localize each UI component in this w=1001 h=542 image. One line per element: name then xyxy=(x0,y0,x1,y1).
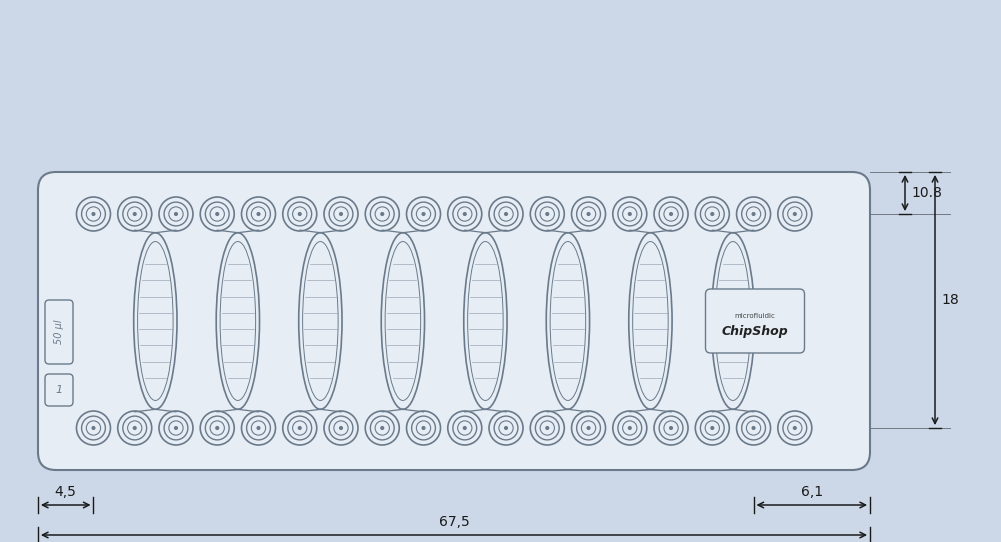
Circle shape xyxy=(257,427,260,429)
Text: microfluidic: microfluidic xyxy=(735,313,776,319)
Circle shape xyxy=(92,212,95,215)
Circle shape xyxy=(711,212,714,215)
Circle shape xyxy=(546,427,549,429)
FancyBboxPatch shape xyxy=(38,172,870,470)
FancyBboxPatch shape xyxy=(45,374,73,406)
Circle shape xyxy=(339,427,342,429)
Circle shape xyxy=(629,212,632,215)
Circle shape xyxy=(133,212,136,215)
FancyBboxPatch shape xyxy=(45,300,73,364)
Circle shape xyxy=(298,212,301,215)
Circle shape xyxy=(505,427,508,429)
Circle shape xyxy=(546,212,549,215)
Circle shape xyxy=(339,212,342,215)
Text: 4,5: 4,5 xyxy=(55,485,77,499)
Circle shape xyxy=(133,427,136,429)
Circle shape xyxy=(422,427,424,429)
Circle shape xyxy=(381,212,383,215)
Circle shape xyxy=(505,212,508,215)
Circle shape xyxy=(174,427,177,429)
Circle shape xyxy=(588,212,590,215)
Circle shape xyxy=(298,427,301,429)
Circle shape xyxy=(629,427,632,429)
Circle shape xyxy=(463,212,466,215)
Circle shape xyxy=(670,427,673,429)
Text: ChipShop: ChipShop xyxy=(722,325,789,338)
Text: 18: 18 xyxy=(941,293,959,307)
Circle shape xyxy=(752,212,755,215)
Text: 1: 1 xyxy=(55,385,62,395)
Text: 6,1: 6,1 xyxy=(801,485,823,499)
Circle shape xyxy=(794,427,796,429)
Circle shape xyxy=(92,427,95,429)
Text: 50 μl: 50 μl xyxy=(54,320,64,344)
Circle shape xyxy=(463,427,466,429)
FancyBboxPatch shape xyxy=(706,289,805,353)
Circle shape xyxy=(257,212,260,215)
Circle shape xyxy=(670,212,673,215)
Circle shape xyxy=(422,212,424,215)
Circle shape xyxy=(381,427,383,429)
Text: 10.8: 10.8 xyxy=(911,186,942,200)
Circle shape xyxy=(588,427,590,429)
Circle shape xyxy=(216,427,218,429)
Text: 67,5: 67,5 xyxy=(438,515,469,529)
Circle shape xyxy=(174,212,177,215)
Circle shape xyxy=(711,427,714,429)
Circle shape xyxy=(216,212,218,215)
Circle shape xyxy=(794,212,796,215)
Circle shape xyxy=(752,427,755,429)
